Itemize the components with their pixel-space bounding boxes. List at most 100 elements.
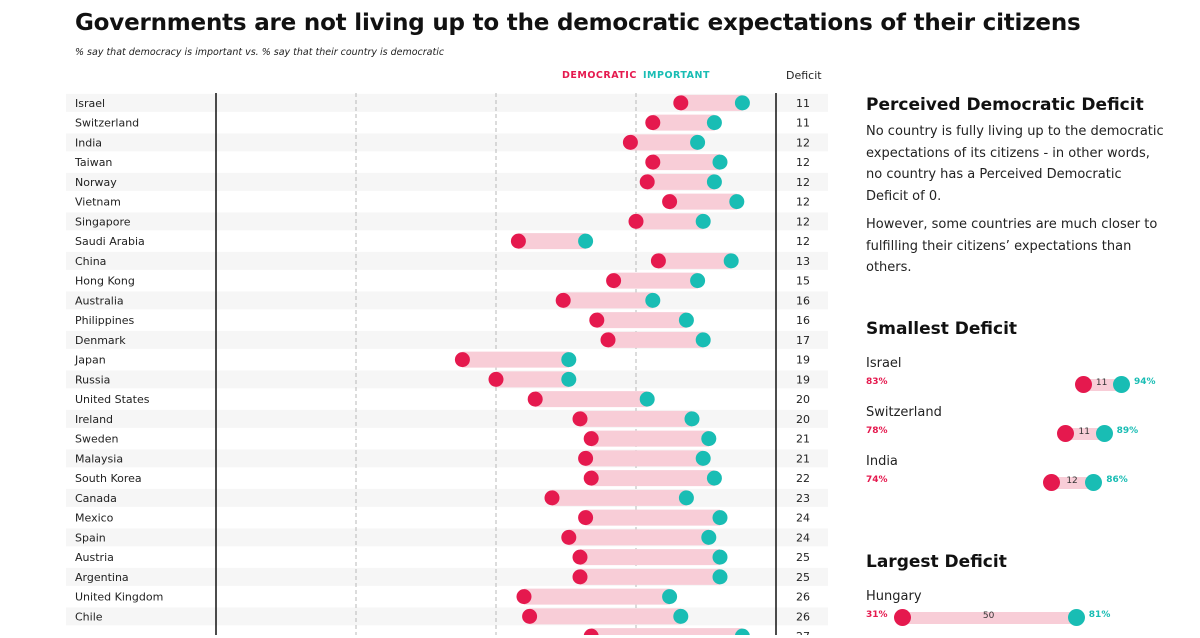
democratic-point [572, 569, 588, 585]
important-point [701, 431, 717, 447]
mini-dumbbell: 74% 12 86% [866, 473, 1166, 491]
deficit-value: 13 [796, 255, 810, 268]
range-bar [596, 312, 687, 329]
democratic-point [645, 115, 661, 131]
mini-country-name: Switzerland [866, 405, 942, 420]
range-bar [580, 410, 692, 427]
mini-range-bar [1082, 379, 1121, 391]
mini-important-point [1095, 425, 1113, 442]
democratic-point [650, 253, 666, 269]
row-band [66, 212, 828, 231]
important-point [639, 391, 655, 407]
deficit-paragraph-2: However, some countries are much closer … [866, 217, 1158, 275]
important-point [645, 292, 661, 308]
democratic-point [606, 273, 622, 289]
mini-item: India 74% 12 86% [866, 454, 1166, 491]
range-bar [636, 213, 704, 230]
democratic-point [583, 431, 599, 447]
deficit-value: 23 [796, 492, 810, 505]
democratic-point [583, 628, 599, 635]
important-point [695, 332, 711, 348]
country-label: Israel [75, 97, 105, 110]
deficit-value: 12 [796, 235, 810, 248]
country-label: India [75, 136, 102, 149]
range-bar [647, 173, 715, 190]
mini-country-name: Hungary [866, 589, 922, 604]
deficit-explainer: Perceived Democratic Deficit No country … [866, 95, 1166, 279]
mini-deficit-value: 12 [1066, 476, 1078, 486]
mini-range-bar [1051, 477, 1094, 489]
democratic-point [555, 292, 571, 308]
democratic-point [522, 608, 538, 624]
range-bar [552, 489, 687, 506]
democratic-point [544, 490, 560, 506]
country-label: Norway [75, 176, 117, 189]
range-bar [658, 252, 732, 269]
mini-democratic-point [894, 609, 911, 626]
row-band [66, 330, 828, 349]
important-point [706, 470, 722, 486]
range-bar [608, 331, 704, 348]
largest-deficit-section: Largest Deficit Hungary 31% 50 81% [866, 552, 1166, 638]
democratic-point [583, 470, 599, 486]
largest-deficit-list: Hungary 31% 50 81% [866, 589, 1166, 626]
range-bar [613, 272, 698, 289]
legend-democratic: DEMOCRATIC [562, 70, 637, 81]
deficit-value: 12 [796, 136, 810, 149]
mini-democratic-pct: 78% [866, 426, 888, 436]
democratic-point [589, 312, 605, 328]
deficit-paragraph-1: No country is fully living up to the dem… [866, 124, 1164, 204]
range-bar [563, 292, 653, 309]
mini-important-pct: 81% [1088, 610, 1111, 620]
range-bar [680, 94, 743, 111]
country-label: United States [75, 393, 150, 406]
deficit-value: 21 [796, 433, 810, 446]
dumbbell-chart: Israel 11 Switzerland 11 India 12 Taiwan 12 Norw… [66, 93, 828, 635]
range-bar [462, 351, 569, 368]
mini-important-pct: 89% [1116, 426, 1139, 436]
mini-item: Israel 83% 11 94% [866, 356, 1166, 393]
country-label: Russia [75, 373, 110, 386]
mini-democratic-pct: 74% [866, 475, 888, 485]
important-point [678, 312, 694, 328]
row-band [66, 93, 828, 112]
mini-deficit-value: 11 [1095, 378, 1108, 388]
important-point [712, 510, 728, 526]
mini-deficit-value: 11 [1078, 427, 1090, 437]
important-point [690, 273, 706, 289]
country-label: Mexico [75, 512, 114, 525]
deficit-value: 12 [796, 196, 810, 209]
democratic-point [628, 213, 644, 229]
mini-important-point [1113, 376, 1130, 393]
row-band [66, 607, 828, 626]
range-bar [568, 529, 709, 546]
country-label: Japan [74, 354, 106, 367]
important-point [701, 529, 717, 545]
mini-country-name: India [866, 454, 898, 469]
important-point [712, 549, 728, 565]
country-label: Chile [75, 610, 103, 623]
deficit-value: 20 [796, 413, 810, 426]
country-label: Argentina [75, 571, 129, 584]
deficit-value: 12 [796, 156, 810, 169]
mini-important-point [1085, 474, 1103, 491]
range-bar [591, 628, 743, 635]
deficit-column-header: Deficit [786, 69, 822, 82]
deficit-value: 24 [796, 512, 810, 525]
range-bar [591, 470, 715, 487]
deficit-value: 12 [796, 215, 810, 228]
important-point [729, 194, 745, 210]
country-label: Sweden [75, 433, 118, 446]
important-point [678, 490, 694, 506]
row-band [66, 133, 828, 152]
mini-range-bar [1065, 428, 1104, 440]
country-label: Philippines [75, 314, 135, 327]
range-bar [591, 430, 709, 447]
deficit-value: 16 [796, 294, 810, 307]
country-label: Canada [75, 492, 117, 505]
important-point [662, 589, 678, 605]
country-label: Taiwan [74, 156, 112, 169]
mini-democratic-point [1074, 376, 1092, 393]
range-bar [580, 568, 720, 585]
mini-important-pct: 94% [1134, 377, 1156, 387]
